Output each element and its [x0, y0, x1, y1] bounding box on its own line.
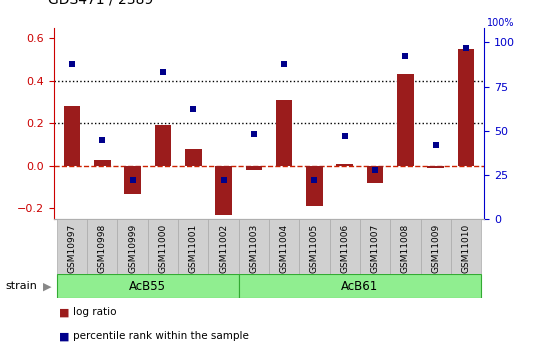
- Bar: [306, 166, 323, 206]
- Text: ■: ■: [59, 307, 70, 317]
- Bar: [451, 219, 481, 274]
- Bar: [239, 274, 481, 298]
- Point: [250, 131, 258, 137]
- Bar: [299, 219, 330, 274]
- Bar: [276, 100, 293, 166]
- Text: AcB61: AcB61: [341, 280, 379, 293]
- Text: GSM11007: GSM11007: [371, 224, 380, 273]
- Text: GSM11010: GSM11010: [462, 224, 471, 273]
- Text: GSM11008: GSM11008: [401, 224, 410, 273]
- Bar: [336, 164, 353, 166]
- Bar: [245, 166, 262, 170]
- Point: [219, 177, 228, 183]
- Point: [341, 133, 349, 139]
- Text: strain: strain: [5, 282, 37, 291]
- Text: GSM11006: GSM11006: [340, 224, 349, 273]
- Bar: [178, 219, 208, 274]
- Bar: [57, 274, 239, 298]
- Text: GSM11005: GSM11005: [310, 224, 319, 273]
- Text: percentile rank within the sample: percentile rank within the sample: [73, 332, 249, 341]
- Text: GSM10998: GSM10998: [98, 224, 107, 273]
- Text: GDS471 / 2389: GDS471 / 2389: [48, 0, 154, 7]
- Point: [128, 177, 137, 183]
- Bar: [215, 166, 232, 215]
- Text: log ratio: log ratio: [73, 307, 116, 317]
- Bar: [154, 126, 171, 166]
- Bar: [94, 159, 111, 166]
- Bar: [330, 219, 360, 274]
- Text: GSM11000: GSM11000: [158, 224, 167, 273]
- Point: [310, 177, 319, 183]
- Point: [431, 142, 440, 148]
- Text: GSM11003: GSM11003: [249, 224, 258, 273]
- Bar: [367, 166, 384, 183]
- Bar: [185, 149, 202, 166]
- Bar: [458, 49, 475, 166]
- Bar: [390, 219, 421, 274]
- Bar: [87, 219, 117, 274]
- Text: AcB55: AcB55: [129, 280, 166, 293]
- Point: [68, 61, 76, 66]
- Bar: [148, 219, 178, 274]
- Bar: [427, 166, 444, 168]
- Point: [401, 54, 410, 59]
- Bar: [421, 219, 451, 274]
- Point: [189, 107, 197, 112]
- Point: [159, 70, 167, 75]
- Text: ■: ■: [59, 332, 70, 341]
- Text: GSM11004: GSM11004: [280, 224, 289, 273]
- Bar: [117, 219, 148, 274]
- Text: GSM10999: GSM10999: [128, 224, 137, 273]
- Bar: [360, 219, 390, 274]
- Text: GSM11002: GSM11002: [219, 224, 228, 273]
- Bar: [208, 219, 239, 274]
- Text: 100%: 100%: [487, 18, 514, 28]
- Point: [98, 137, 107, 142]
- Text: GSM10997: GSM10997: [67, 224, 76, 273]
- Point: [280, 61, 288, 66]
- Bar: [239, 219, 269, 274]
- Bar: [63, 106, 80, 166]
- Point: [462, 45, 470, 50]
- Text: GSM11001: GSM11001: [189, 224, 198, 273]
- Text: ▶: ▶: [43, 282, 52, 291]
- Text: GSM11009: GSM11009: [431, 224, 440, 273]
- Bar: [397, 75, 414, 166]
- Bar: [124, 166, 141, 194]
- Point: [371, 167, 379, 172]
- Bar: [57, 219, 87, 274]
- Bar: [269, 219, 299, 274]
